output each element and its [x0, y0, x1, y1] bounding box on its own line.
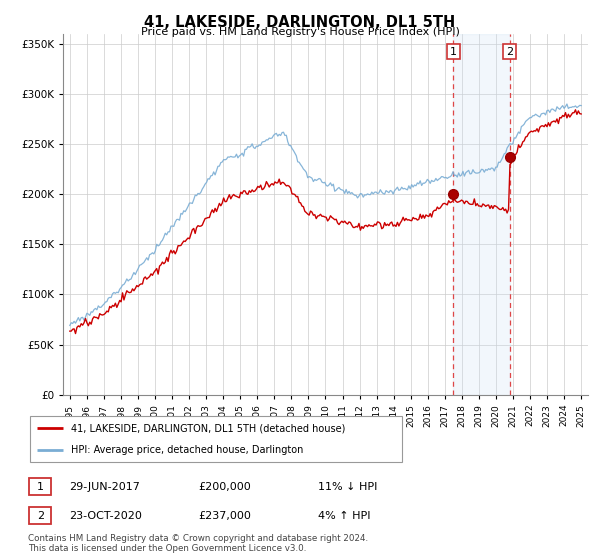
Text: 41, LAKESIDE, DARLINGTON, DL1 5TH (detached house): 41, LAKESIDE, DARLINGTON, DL1 5TH (detac…	[71, 423, 345, 433]
Text: 29-JUN-2017: 29-JUN-2017	[69, 482, 140, 492]
Text: 11% ↓ HPI: 11% ↓ HPI	[318, 482, 377, 492]
Text: Contains HM Land Registry data © Crown copyright and database right 2024.
This d: Contains HM Land Registry data © Crown c…	[28, 534, 368, 553]
FancyBboxPatch shape	[29, 478, 51, 495]
Text: HPI: Average price, detached house, Darlington: HPI: Average price, detached house, Darl…	[71, 445, 303, 455]
Text: 1: 1	[450, 46, 457, 57]
Text: 2: 2	[37, 511, 44, 521]
Text: 4% ↑ HPI: 4% ↑ HPI	[318, 511, 371, 521]
Text: Price paid vs. HM Land Registry's House Price Index (HPI): Price paid vs. HM Land Registry's House …	[140, 27, 460, 37]
Text: 2: 2	[506, 46, 513, 57]
Text: 41, LAKESIDE, DARLINGTON, DL1 5TH: 41, LAKESIDE, DARLINGTON, DL1 5TH	[145, 15, 455, 30]
FancyBboxPatch shape	[29, 507, 51, 524]
Text: 1: 1	[37, 482, 44, 492]
Text: £200,000: £200,000	[198, 482, 251, 492]
Text: 23-OCT-2020: 23-OCT-2020	[69, 511, 142, 521]
FancyBboxPatch shape	[30, 416, 402, 462]
Text: £237,000: £237,000	[198, 511, 251, 521]
Bar	[454, 34, 509, 395]
